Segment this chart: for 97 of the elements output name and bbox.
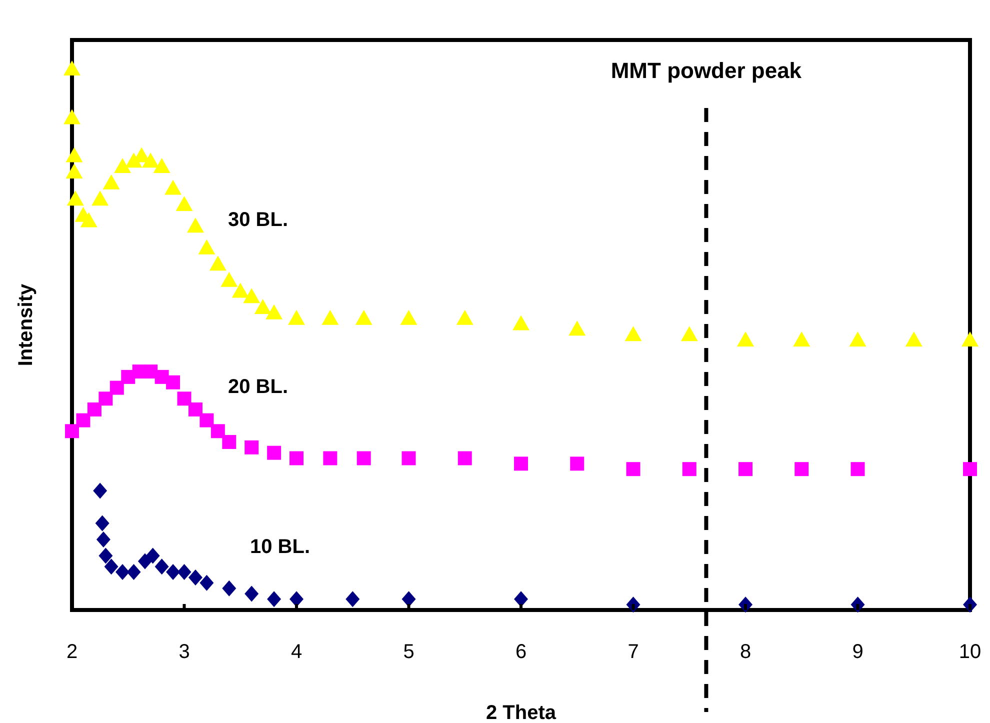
- point: [793, 332, 810, 346]
- point: [737, 332, 754, 346]
- point: [95, 515, 110, 532]
- x-tick-label: 3: [178, 641, 190, 663]
- point: [114, 158, 132, 174]
- point: [244, 586, 259, 602]
- point: [188, 402, 202, 416]
- point: [456, 310, 474, 325]
- point: [680, 326, 698, 342]
- point: [166, 375, 180, 390]
- point: [177, 392, 192, 406]
- point: [570, 456, 584, 471]
- point: [568, 320, 586, 336]
- x-axis-title: 2 Theta: [486, 702, 557, 723]
- x-tick-label: 5: [403, 641, 414, 663]
- point: [402, 451, 416, 466]
- x-tick-label: 10: [958, 641, 982, 663]
- point: [65, 424, 79, 438]
- point: [98, 548, 113, 564]
- point: [243, 288, 260, 304]
- point: [102, 174, 120, 190]
- x-tick-label: 7: [628, 641, 639, 663]
- point: [198, 239, 216, 254]
- point: [126, 564, 141, 580]
- x-tick-label: 9: [852, 641, 864, 663]
- ref-line-label: MMT powder peak: [610, 58, 802, 83]
- point: [96, 532, 110, 548]
- point: [142, 152, 160, 168]
- point: [290, 591, 304, 608]
- point: [682, 462, 696, 476]
- series-label: 10 BL.: [250, 536, 310, 558]
- x-tick-label: 2: [66, 641, 78, 663]
- point: [356, 451, 371, 466]
- point: [138, 553, 152, 570]
- point: [514, 591, 528, 608]
- x-tick-label: 6: [515, 641, 527, 663]
- point: [266, 304, 283, 320]
- point: [244, 440, 259, 454]
- point: [93, 482, 108, 499]
- point: [188, 569, 202, 586]
- point: [200, 574, 214, 591]
- point: [400, 310, 418, 325]
- point: [66, 163, 83, 178]
- point: [104, 558, 118, 575]
- point: [323, 451, 338, 466]
- point: [200, 413, 214, 428]
- point: [624, 326, 642, 342]
- point: [222, 434, 236, 449]
- x-tick-label: 8: [740, 641, 752, 663]
- point: [458, 451, 472, 466]
- point: [64, 60, 80, 76]
- point: [176, 196, 193, 211]
- point: [254, 298, 272, 314]
- point: [210, 424, 225, 438]
- point: [80, 212, 98, 228]
- point: [66, 190, 84, 206]
- point: [514, 456, 528, 471]
- x-tick-label: 4: [290, 641, 302, 663]
- point: [962, 332, 978, 346]
- point: [290, 451, 304, 466]
- point: [66, 147, 83, 162]
- point: [794, 462, 809, 476]
- point: [220, 272, 238, 287]
- point: [116, 564, 130, 580]
- point: [346, 591, 360, 608]
- point: [849, 332, 866, 346]
- point: [738, 462, 752, 476]
- series-label: 20 BL.: [228, 376, 288, 398]
- point: [164, 180, 182, 195]
- point: [402, 591, 416, 608]
- point: [110, 380, 124, 395]
- point: [232, 282, 249, 298]
- y-axis-title: Intensity: [15, 283, 37, 366]
- point: [267, 446, 282, 460]
- point: [850, 462, 865, 476]
- point: [512, 315, 530, 330]
- series-label: 30 BL.: [228, 209, 288, 231]
- point: [153, 158, 170, 174]
- point: [267, 591, 282, 608]
- point: [166, 564, 180, 580]
- point: [64, 109, 80, 124]
- point: [322, 310, 339, 325]
- point: [209, 256, 226, 271]
- point: [154, 558, 169, 575]
- point: [288, 310, 305, 325]
- point: [626, 462, 640, 476]
- point: [963, 462, 977, 476]
- point: [98, 392, 113, 406]
- point: [186, 218, 204, 233]
- point: [905, 332, 922, 346]
- point: [76, 413, 90, 428]
- point: [146, 548, 160, 564]
- point: [177, 564, 192, 580]
- point: [87, 402, 102, 416]
- point: [222, 580, 236, 596]
- point: [92, 190, 109, 206]
- point: [355, 310, 372, 325]
